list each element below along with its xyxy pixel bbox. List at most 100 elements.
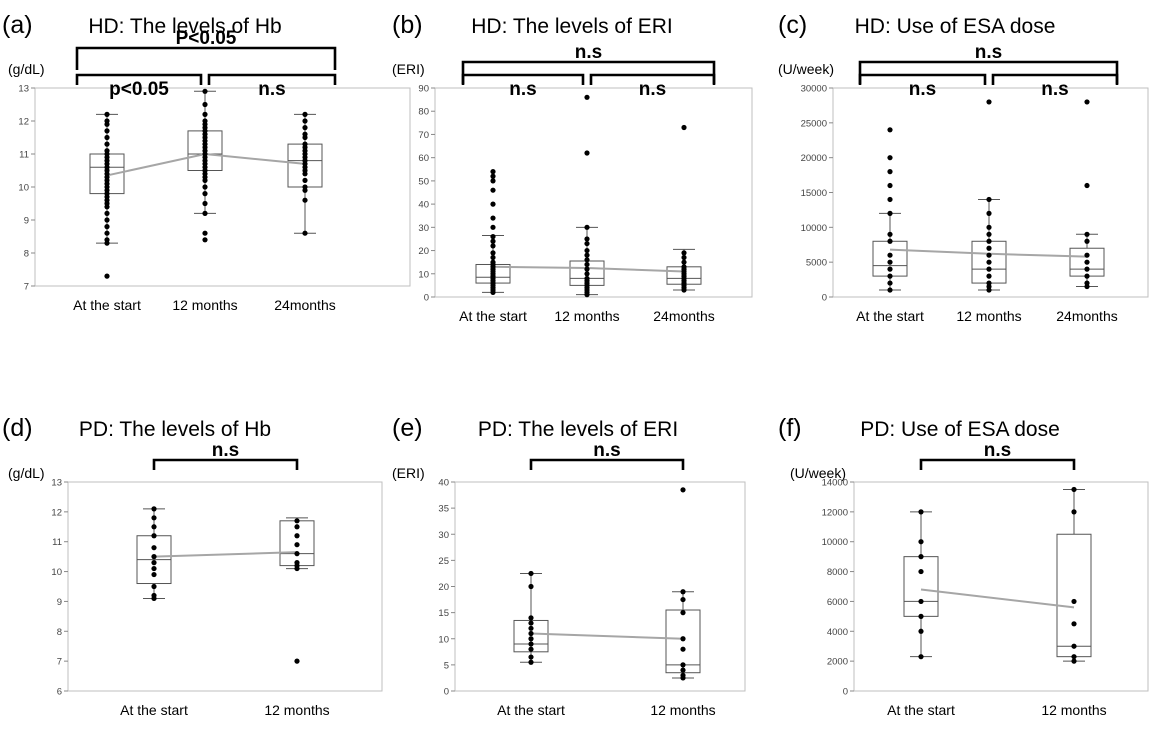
y-tick-label: 50 (418, 176, 429, 187)
significance-bracket (461, 60, 716, 84)
y-tick-label: 9 (57, 597, 62, 608)
significance-label: n.s (593, 440, 620, 461)
y-tick-label: 11 (19, 150, 29, 161)
data-point (584, 261, 590, 268)
y-tick-label: 10 (18, 183, 29, 194)
box-iqr (513, 619, 549, 653)
x-category-label: 12 months (956, 308, 1021, 324)
data-point (202, 101, 208, 108)
plot-frame (853, 481, 1149, 692)
y-tick-label: 90 (418, 84, 429, 95)
data-point (1084, 266, 1090, 272)
data-point (490, 215, 496, 221)
data-point (1071, 654, 1077, 660)
data-point (490, 169, 496, 175)
data-point (151, 565, 157, 572)
data-point (490, 224, 496, 230)
y-tick-label: 7 (57, 657, 62, 668)
data-point (302, 184, 308, 190)
significance-bracket (75, 46, 337, 70)
data-point (918, 613, 924, 619)
y-tick-label: 10 (418, 269, 429, 280)
y-tick-label: 10000 (822, 537, 848, 548)
plot-frame (34, 87, 411, 287)
y-tick-label: 30 (418, 223, 429, 234)
plot-frame (434, 87, 753, 298)
data-point (490, 250, 496, 256)
x-category-label: At the start (887, 702, 955, 718)
data-point (1071, 509, 1077, 515)
significance-label: n.s (909, 79, 936, 100)
x-category-label: At the start (459, 308, 527, 324)
data-point (302, 177, 308, 183)
y-tick-label: 10 (51, 567, 62, 578)
y-unit-label: (U/week) (790, 465, 846, 481)
y-tick-label: 5 (444, 660, 449, 671)
data-point (528, 659, 534, 665)
data-point (294, 524, 300, 530)
data-point (104, 217, 110, 223)
data-point (986, 210, 992, 216)
data-point (490, 259, 496, 265)
y-tick-label: 11 (52, 537, 62, 548)
panel-label: (c) (778, 11, 807, 39)
data-point (151, 524, 157, 530)
significance-label: n.s (639, 79, 666, 100)
data-point (680, 662, 686, 668)
data-point (584, 224, 590, 230)
y-tick-label: 40 (438, 478, 449, 489)
data-point (528, 620, 534, 626)
x-category-label: At the start (73, 297, 141, 313)
y-unit-label: (ERI) (392, 61, 425, 77)
y-tick-label: 8 (57, 627, 62, 638)
data-point (1084, 280, 1090, 286)
y-tick-label: 14000 (822, 478, 848, 489)
panel-f: (f) PD: Use of ESA dose (U/week) 0 2000 4000 6… (778, 414, 1149, 718)
data-point (887, 155, 893, 161)
data-point (528, 615, 534, 621)
data-point (151, 533, 157, 539)
y-tick-label: 25 (438, 556, 449, 567)
data-point (986, 252, 992, 258)
significance-label: n.s (975, 42, 1002, 63)
y-tick-label: 10 (438, 634, 449, 645)
data-point (202, 230, 208, 236)
data-point (918, 628, 924, 634)
plot-frame (454, 481, 746, 692)
y-tick-label: 80 (418, 107, 429, 118)
panel-c: (c) HD: Use of ESA dose (U/week) 0 5000 10000… (778, 11, 1149, 324)
y-tick-label: 15000 (801, 188, 827, 199)
data-point (681, 264, 687, 270)
data-point (202, 88, 208, 94)
data-point (1071, 643, 1077, 649)
data-point (584, 150, 590, 156)
significance-bracket (919, 458, 1076, 470)
data-point (104, 141, 110, 147)
data-point (202, 237, 208, 243)
y-tick-label: 25000 (801, 118, 827, 129)
data-point (680, 667, 686, 673)
mean-line (530, 632, 684, 640)
data-point (918, 539, 924, 545)
significance-bracket (207, 73, 337, 85)
x-category-label: 24months (274, 297, 335, 313)
y-tick-label: 40 (418, 200, 429, 211)
x-category-label: At the start (120, 702, 188, 718)
data-point (680, 596, 686, 603)
data-point (680, 636, 686, 642)
y-tick-label: 30 (438, 530, 449, 541)
y-tick-label: 7 (24, 282, 29, 293)
chart-title: HD: Use of ESA dose (855, 15, 1056, 38)
y-tick-label: 6 (57, 687, 62, 698)
data-point (202, 111, 208, 117)
data-point (490, 234, 496, 240)
chart-title: PD: The levels of ERI (478, 418, 678, 441)
data-point (104, 210, 110, 216)
significance-label: n.s (575, 42, 602, 63)
panel-label: (d) (2, 414, 33, 442)
chart-title: HD: The levels of ERI (471, 15, 673, 38)
y-unit-label: (ERI) (392, 465, 425, 481)
data-point (294, 658, 300, 664)
